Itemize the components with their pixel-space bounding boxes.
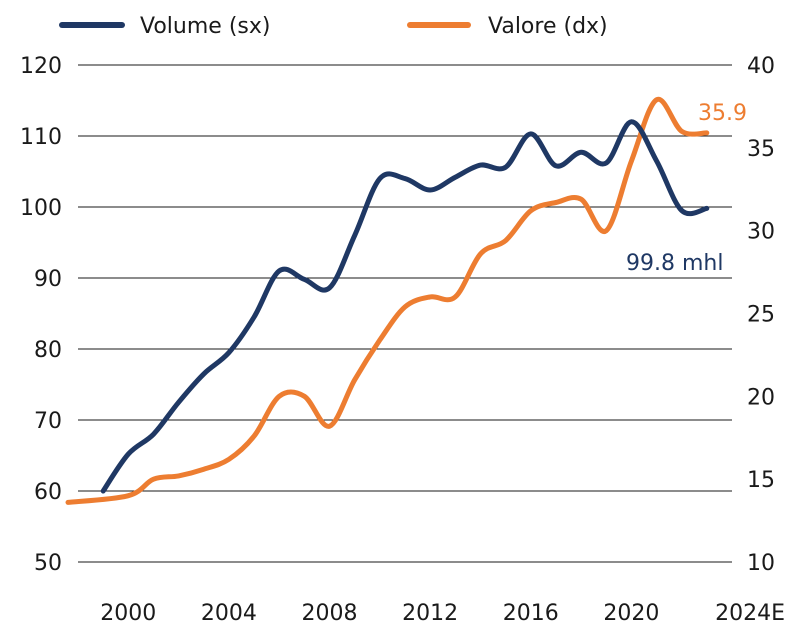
y-right-tick-label: 10: [747, 551, 775, 576]
x-tick-label: 2012: [402, 601, 458, 626]
x-tick-label: 2000: [100, 601, 156, 626]
annotations: 35.9 99.8 mhl: [626, 101, 747, 276]
y-right-tick-label: 25: [747, 303, 775, 328]
y-right-tick-label: 30: [747, 220, 775, 245]
x-tick-label: 2020: [603, 601, 659, 626]
x-tick-label: 2024E: [715, 601, 785, 626]
y-left-tick-label: 90: [34, 267, 62, 292]
x-tick-label: 2016: [503, 601, 559, 626]
annotation-valore-last: 35.9: [698, 101, 747, 126]
y-right-tick-label: 35: [747, 137, 775, 162]
y-right-tick-label: 15: [747, 468, 775, 493]
legend: Volume (sx) Valore (dx): [59, 14, 608, 39]
x-tick-label: 2004: [201, 601, 257, 626]
legend-label: Volume (sx): [140, 14, 270, 39]
y-right-tick-label: 40: [747, 54, 775, 79]
right-axis: 10 15 20 25 30 35 40: [747, 54, 775, 576]
series-lines: [65, 96, 710, 505]
y-left-tick-label: 60: [34, 480, 62, 505]
gridlines: [78, 64, 732, 563]
y-left-tick-label: 100: [20, 196, 62, 221]
y-left-tick-label: 70: [34, 409, 62, 434]
y-left-tick-label: 50: [34, 551, 62, 576]
x-axis: 2000 2004 2008 2012 2016 2020 2024E: [100, 601, 785, 626]
annotation-volume-last: 99.8 mhl: [626, 251, 723, 276]
legend-label: Valore (dx): [488, 14, 608, 39]
y-left-tick-label: 110: [20, 125, 62, 150]
series-line-valore: [65, 96, 710, 505]
y-left-tick-label: 80: [34, 338, 62, 363]
series-line-volume: [100, 119, 710, 494]
left-axis: 50 60 70 80 90 100 110 120: [20, 54, 62, 576]
y-left-tick-label: 120: [20, 54, 62, 79]
y-right-tick-label: 20: [747, 385, 775, 410]
x-tick-label: 2008: [302, 601, 358, 626]
